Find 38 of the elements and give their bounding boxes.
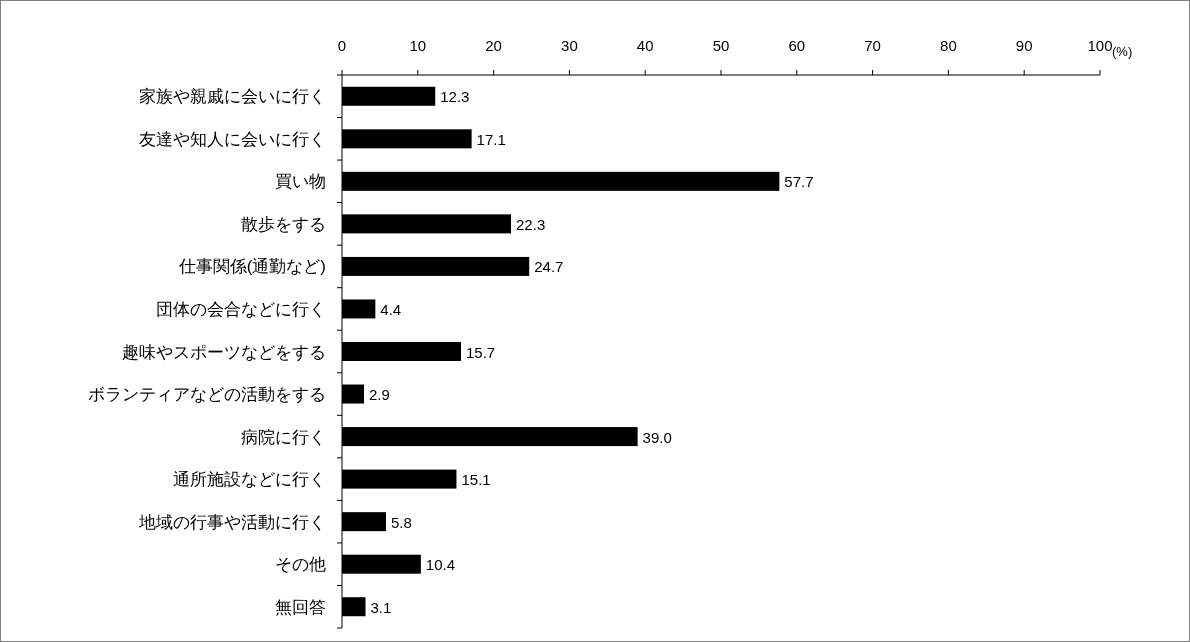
y-tick-label: 地域の行事や活動に行く	[138, 512, 326, 532]
y-tick-label: 趣味やスポーツなどをする	[122, 342, 326, 362]
data-label: 12.3	[440, 88, 470, 106]
x-tick-label: 0	[337, 37, 347, 54]
data-label: 57.7	[784, 173, 814, 191]
x-tick-label: 50	[712, 37, 730, 54]
x-tick-label: 10	[409, 37, 427, 54]
x-axis-title: (%)	[1112, 44, 1133, 59]
data-label: 2.9	[368, 386, 390, 404]
y-tick-label: 通所施設などに行く	[173, 470, 326, 490]
x-tick-label: 100	[1087, 37, 1113, 54]
data-label: 15.7	[466, 343, 496, 361]
y-tick-label: その他	[275, 555, 326, 575]
data-label: 22.3	[516, 215, 546, 233]
x-tick-label: 30	[561, 37, 578, 54]
y-tick-label: 無回答	[275, 597, 326, 617]
y-tick-label: 仕事関係(通勤など)	[177, 257, 326, 277]
y-tick-label: 散歩をする	[241, 214, 326, 234]
data-label: 3.1	[370, 598, 392, 616]
x-tick-label: 70	[864, 37, 881, 54]
y-tick-label: 病院に行く	[241, 427, 326, 447]
data-label: 17.1	[476, 130, 506, 148]
data-label: 39.0	[642, 428, 672, 446]
x-tick-label: 20	[485, 37, 502, 54]
y-tick-label: 家族や親戚に会いに行く	[139, 87, 326, 107]
data-label: 4.4	[380, 300, 402, 318]
y-tick-label: 買い物	[275, 172, 326, 192]
y-tick-label: 団体の会合などに行く	[156, 299, 326, 319]
x-tick-label: 60	[788, 37, 806, 54]
y-tick-label: ボランティアなどの活動をする	[88, 385, 326, 405]
y-tick-label: 友達や知人に会いに行く	[139, 129, 326, 149]
data-label: 24.7	[534, 258, 564, 276]
x-tick-label: 80	[940, 37, 957, 54]
data-label: 10.4	[425, 556, 456, 574]
data-label: 15.1	[461, 471, 491, 489]
x-tick-label: 90	[1015, 37, 1033, 54]
data-label: 5.8	[390, 513, 412, 531]
x-tick-label: 40	[636, 37, 654, 54]
